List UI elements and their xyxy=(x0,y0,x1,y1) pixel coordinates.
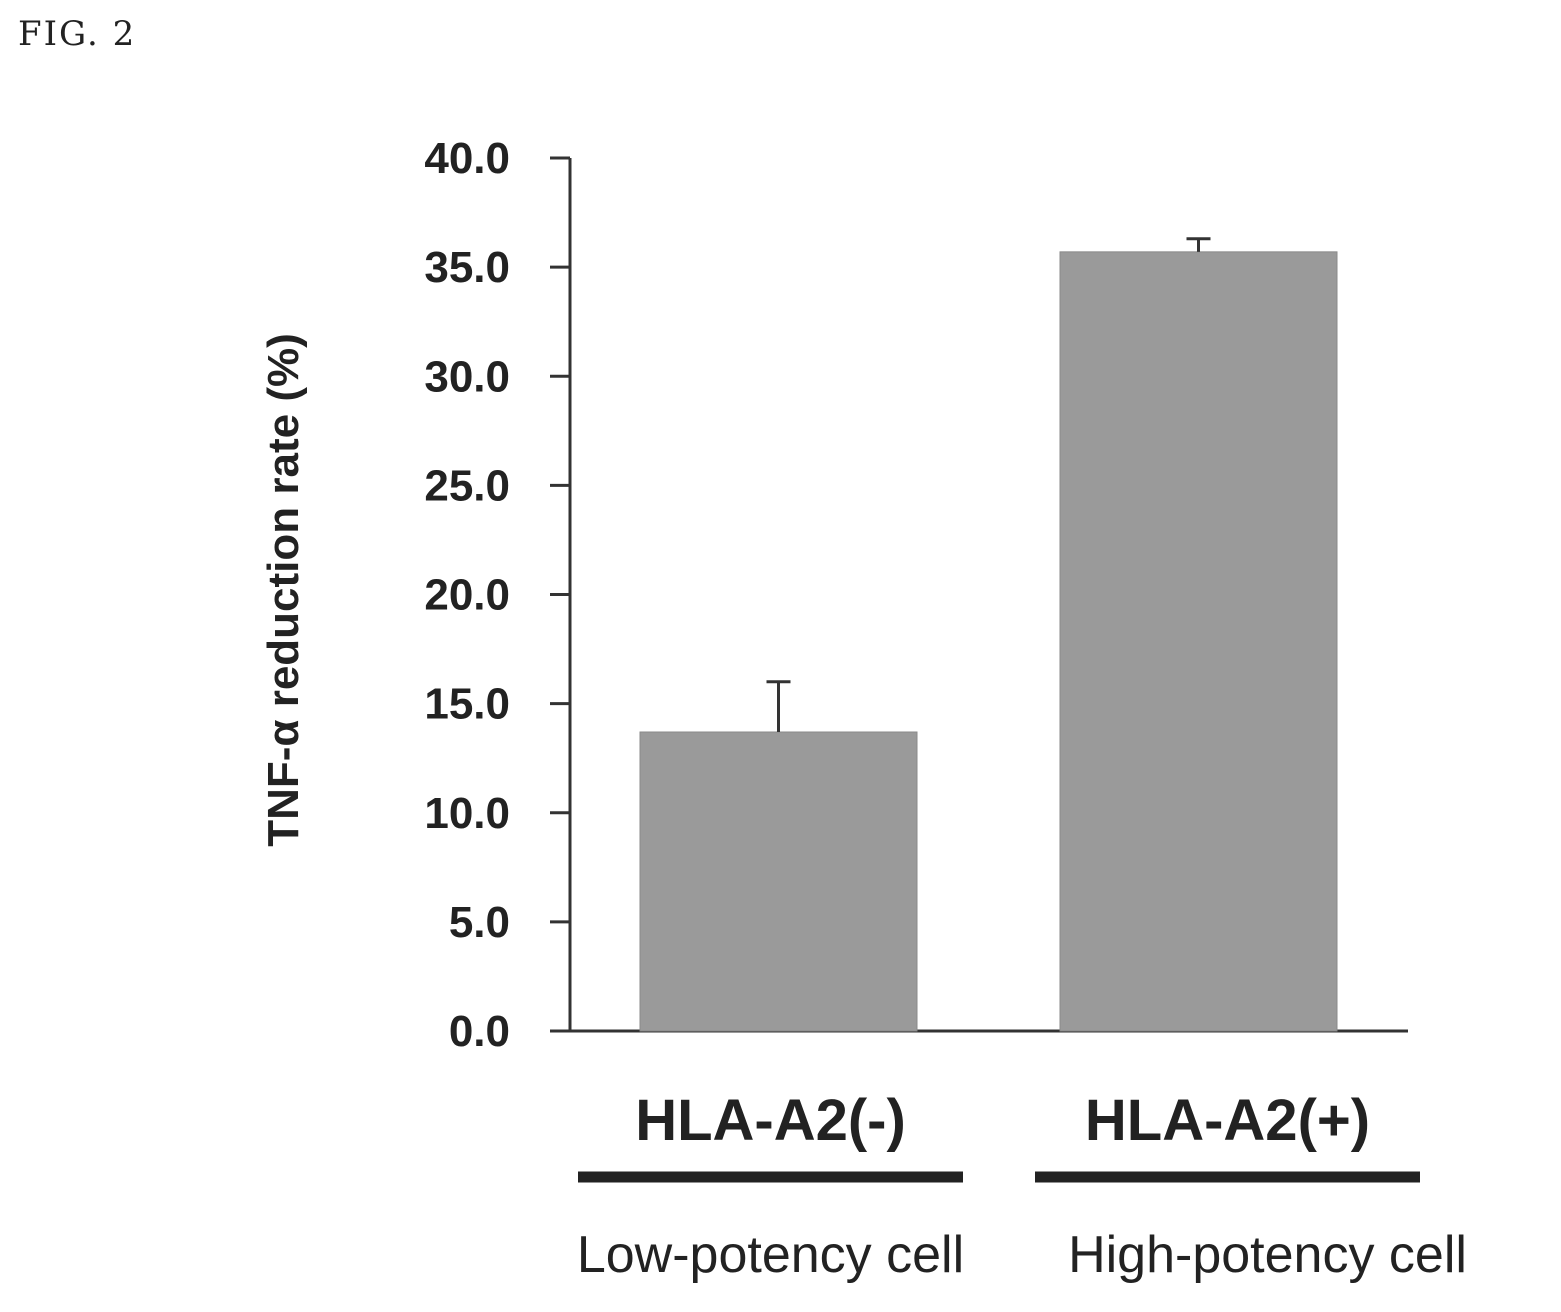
group-sublabel: High-potency cell xyxy=(1068,1226,1467,1284)
bar xyxy=(639,731,918,1032)
bars xyxy=(639,251,1338,1032)
x-labels: HLA-A2(-) Low-potency cell HLA-A2(+) High-p… xyxy=(577,1088,1467,1284)
bar xyxy=(1059,251,1338,1032)
y-ticks: 0.0 5.0 10.0 15.0 20.0 25.0 30.0 35.0 40.0 xyxy=(424,134,570,1056)
y-tick-label: 40.0 xyxy=(424,134,510,183)
category-label: HLA-A2(-) xyxy=(635,1088,906,1153)
category-label: HLA-A2(+) xyxy=(1085,1088,1370,1153)
y-tick-label: 25.0 xyxy=(424,461,510,510)
y-tick-label: 10.0 xyxy=(424,789,510,838)
y-axis-title: TNF-α reduction rate (%) xyxy=(259,333,308,847)
y-tick-label: 5.0 xyxy=(449,898,510,947)
y-tick-label: 15.0 xyxy=(424,680,510,729)
y-tick-label: 35.0 xyxy=(424,243,510,292)
y-tick-label: 30.0 xyxy=(424,352,510,401)
y-tick-label: 0.0 xyxy=(449,1007,510,1056)
y-tick-label: 20.0 xyxy=(424,571,510,620)
group-sublabel: Low-potency cell xyxy=(577,1226,964,1284)
figure-label: FIG. 2 xyxy=(18,14,137,54)
error-bars xyxy=(766,237,1211,732)
